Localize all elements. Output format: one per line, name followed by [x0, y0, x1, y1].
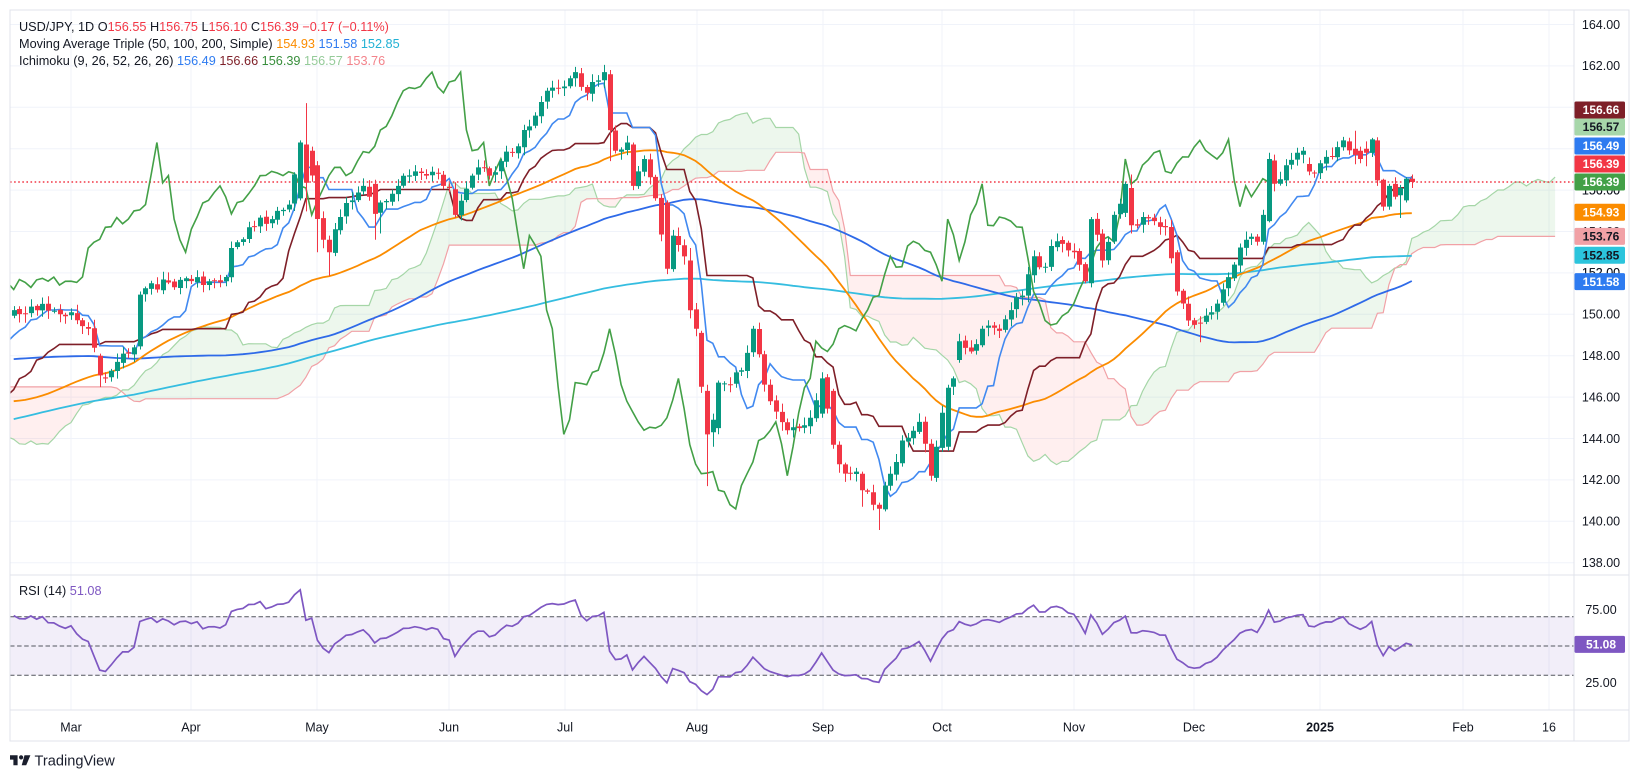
svg-text:138.00: 138.00 — [1582, 556, 1620, 570]
svg-text:TradingView: TradingView — [35, 753, 116, 769]
svg-text:156.66: 156.66 — [1583, 103, 1620, 117]
svg-text:148.00: 148.00 — [1582, 349, 1620, 363]
svg-text:Mar: Mar — [60, 720, 82, 734]
svg-text:Nov: Nov — [1063, 720, 1086, 734]
svg-text:16: 16 — [1542, 720, 1556, 734]
svg-text:Dec: Dec — [1183, 720, 1205, 734]
svg-text:153.76: 153.76 — [1583, 230, 1620, 244]
svg-text:Jun: Jun — [439, 720, 459, 734]
svg-text:RSI (14) 51.08: RSI (14) 51.08 — [19, 584, 102, 598]
svg-text:May: May — [305, 720, 329, 734]
svg-text:140.00: 140.00 — [1582, 515, 1620, 529]
svg-text:Moving Average Triple (50, 100: Moving Average Triple (50, 100, 200, Sim… — [19, 37, 400, 51]
svg-text:Aug: Aug — [686, 720, 708, 734]
svg-text:2025: 2025 — [1306, 720, 1334, 734]
svg-text:Jul: Jul — [557, 720, 573, 734]
svg-text:142.00: 142.00 — [1582, 473, 1620, 487]
svg-text:25.00: 25.00 — [1585, 676, 1616, 690]
svg-text:Ichimoku (9, 26, 52, 26, 26): Ichimoku (9, 26, 52, 26, 26) 156.49 156.… — [19, 54, 385, 68]
svg-text:75.00: 75.00 — [1585, 603, 1616, 617]
svg-text:162.00: 162.00 — [1582, 59, 1620, 73]
svg-text:Feb: Feb — [1452, 720, 1474, 734]
svg-text:Oct: Oct — [932, 720, 952, 734]
svg-text:150.00: 150.00 — [1582, 308, 1620, 322]
svg-text:Sep: Sep — [812, 720, 834, 734]
svg-text:164.00: 164.00 — [1582, 18, 1620, 32]
svg-text:154.93: 154.93 — [1583, 205, 1620, 219]
svg-text:156.57: 156.57 — [1583, 120, 1620, 134]
svg-text:51.08: 51.08 — [1586, 638, 1616, 652]
svg-text:Apr: Apr — [181, 720, 200, 734]
svg-text:146.00: 146.00 — [1582, 390, 1620, 404]
svg-text:156.39: 156.39 — [1583, 157, 1620, 171]
svg-text:156.39: 156.39 — [1583, 175, 1620, 189]
svg-text:156.49: 156.49 — [1583, 139, 1620, 153]
svg-text:152.85: 152.85 — [1583, 249, 1620, 263]
svg-text:144.00: 144.00 — [1582, 432, 1620, 446]
svg-text:USD/JPY, 1D O156.55 H156.75: USD/JPY, 1D O156.55 H156.75 L156.10 C156… — [19, 20, 389, 34]
svg-text:151.58: 151.58 — [1583, 275, 1620, 289]
